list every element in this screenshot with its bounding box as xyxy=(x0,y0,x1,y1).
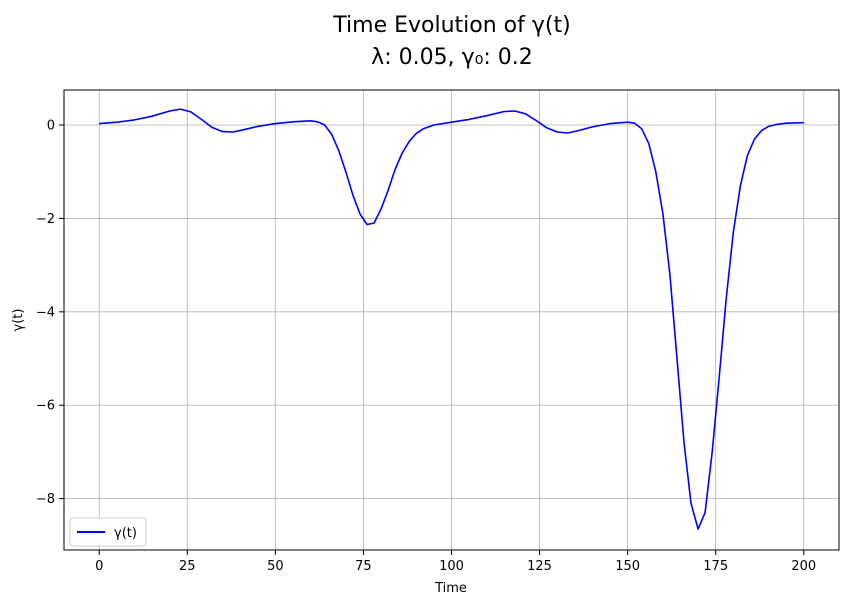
x-tick-label: 75 xyxy=(355,559,372,574)
y-tick-label: −4 xyxy=(36,305,55,320)
x-tick-label: 100 xyxy=(439,559,464,574)
chart-title-line-2: λ: 0.05, γ₀: 0.2 xyxy=(371,45,533,70)
y-tick-label: 0 xyxy=(47,119,55,134)
series-line xyxy=(99,108,804,530)
legend-label: γ(t) xyxy=(114,526,137,541)
x-axis-label: Time xyxy=(434,581,467,596)
x-tick-label: 200 xyxy=(791,559,816,574)
x-tick-label: 175 xyxy=(703,559,728,574)
x-tick-label: 0 xyxy=(95,559,103,574)
y-axis-label: γ(t) xyxy=(11,309,26,332)
series-layer xyxy=(99,108,804,530)
tick-layer: 0 25 50 75 100 125 150 175 200 0 −2 −4 −6 −8 xyxy=(36,119,816,574)
y-tick-label: −2 xyxy=(36,212,55,227)
chart-title-line-1: Time Evolution of γ(t) xyxy=(332,13,570,38)
x-tick-label: 150 xyxy=(615,559,640,574)
x-tick-label: 50 xyxy=(267,559,284,574)
x-tick-label: 125 xyxy=(527,559,552,574)
y-tick-label: −6 xyxy=(36,399,55,414)
x-tick-label: 25 xyxy=(179,559,196,574)
legend: γ(t) xyxy=(69,517,147,547)
grid-layer xyxy=(64,90,839,550)
y-tick-label: −8 xyxy=(36,492,55,507)
legend-box xyxy=(69,517,147,547)
